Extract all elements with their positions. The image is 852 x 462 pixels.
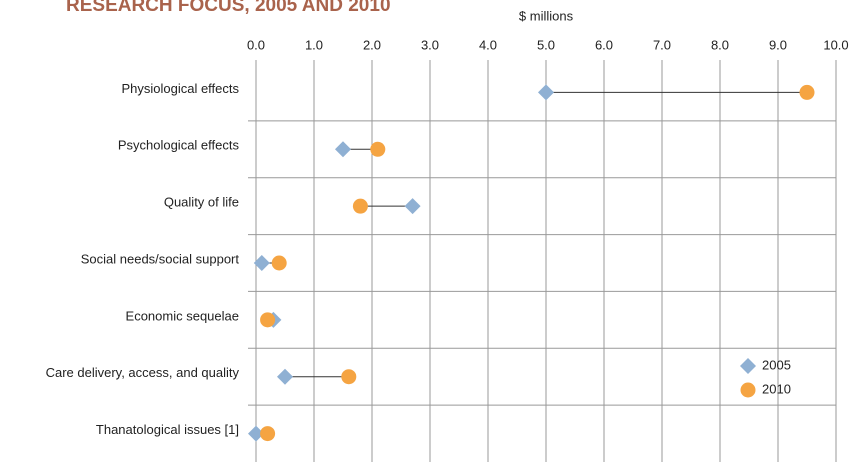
legend-label: 2010 [762,381,791,396]
marker-diamond [277,368,293,385]
x-tick-label: 6.0 [595,37,613,52]
y-tick-label: Physiological effects [121,81,239,96]
y-tick-label: Thanatological issues [1] [96,422,239,437]
marker-circle [341,369,357,385]
y-tick-label: Quality of life [164,195,239,210]
marker-circle [352,198,368,214]
marker-diamond [404,198,421,215]
marker-circle [799,84,815,100]
chart-title: RESEARCH FOCUS, 2005 AND 2010 [66,0,391,16]
marker-circle [260,426,276,442]
x-tick-label: 5.0 [537,37,555,52]
y-tick-label: Care delivery, access, and quality [46,365,240,380]
marker-circle [740,382,756,398]
marker-circle [260,312,276,328]
marker-circle [370,141,386,157]
x-tick-label: 10.0 [823,37,848,52]
marker-diamond [253,255,270,271]
y-tick-label: Social needs/social support [81,251,240,266]
marker-diamond [740,358,756,374]
marker-diamond [335,141,351,158]
marker-circle [271,255,287,271]
x-tick-label: 7.0 [653,37,671,52]
x-tick-label: 2.0 [363,37,381,52]
legend-label: 2005 [762,357,791,372]
x-tick-label: 0.0 [247,37,265,52]
y-tick-label: Psychological effects [118,138,240,153]
x-tick-label: 1.0 [305,37,323,52]
marker-diamond [538,84,554,101]
x-tick-label: 8.0 [711,37,729,52]
x-tick-label: 9.0 [769,37,787,52]
x-tick-label: 4.0 [479,37,497,52]
x-axis-label: $ millions [519,8,574,23]
x-tick-label: 3.0 [421,37,439,52]
y-tick-label: Economic sequelae [126,308,239,323]
marker-diamond [248,425,264,442]
